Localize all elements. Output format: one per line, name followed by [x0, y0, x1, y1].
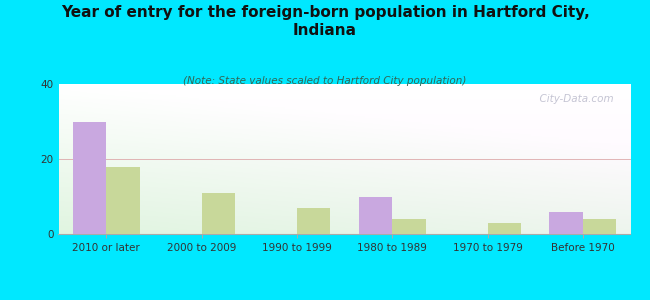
Bar	[392, 219, 426, 234]
Bar	[583, 219, 616, 234]
Text: (Note: State values scaled to Hartford City population): (Note: State values scaled to Hartford C…	[183, 76, 467, 86]
Bar	[297, 208, 330, 234]
Bar	[359, 196, 392, 234]
Bar	[106, 167, 140, 234]
Bar	[488, 223, 521, 234]
Text: City-Data.com: City-Data.com	[533, 94, 614, 104]
Legend: Hartford City, Indiana: Hartford City, Indiana	[241, 297, 448, 300]
Bar	[73, 122, 106, 234]
Bar	[202, 193, 235, 234]
Bar	[549, 212, 583, 234]
Text: Year of entry for the foreign-born population in Hartford City,
Indiana: Year of entry for the foreign-born popul…	[60, 4, 590, 38]
